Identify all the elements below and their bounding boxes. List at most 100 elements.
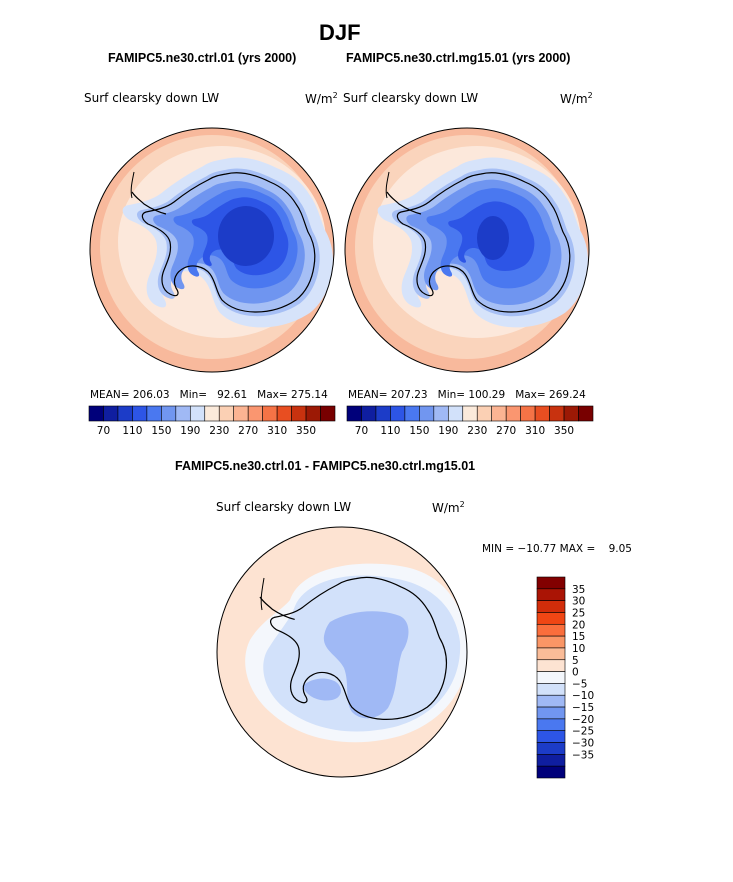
colorbar-ctrl-swatch xyxy=(247,405,263,422)
mg15-min-value: 100.29 xyxy=(468,389,506,401)
colorbar-mg15-swatch xyxy=(549,405,565,422)
colorbar-diff-tick-label: 10 xyxy=(572,643,585,655)
season-title: DJF xyxy=(319,20,361,45)
colorbar-ctrl-swatch xyxy=(117,405,133,422)
colorbar-mg15-tick-label: 270 xyxy=(496,425,516,437)
colorbar-diff-swatch xyxy=(536,659,566,672)
colorbar-diff-tick-label: −10 xyxy=(572,690,594,702)
colorbar-mg15-swatch xyxy=(505,405,521,422)
colorbar-ctrl: 70 110 150 190 230 270 310 350 xyxy=(88,405,336,437)
mg15-south-america-coast xyxy=(385,171,390,199)
colorbar-mg15-swatch xyxy=(346,405,362,422)
colorbar-diff-tick-label: −30 xyxy=(572,738,594,750)
ctrl-max-value: 275.14 xyxy=(291,389,328,401)
panel-ctrl-units: W/m2 xyxy=(305,91,338,106)
colorbar-ctrl-swatch xyxy=(305,405,321,422)
panel-mg15-variable: Surf clearsky down LW xyxy=(343,91,479,105)
diff-level-neg10-interior xyxy=(323,611,409,719)
diff-variable: Surf clearsky down LW xyxy=(216,500,352,514)
diff-min-max: MIN = −10.77 MAX = 9.05 xyxy=(482,543,632,555)
colorbar-diff-tick-label: −15 xyxy=(572,702,594,714)
colorbar-ctrl-swatch xyxy=(204,405,220,422)
colorbar-diff-swatch xyxy=(536,600,566,613)
colorbar-diff-swatch xyxy=(536,683,566,696)
mg15-mean-label: MEAN= xyxy=(348,389,388,401)
mg15-min-label: Min= xyxy=(437,389,466,401)
colorbar-mg15-swatch xyxy=(578,405,594,422)
map-diff xyxy=(217,527,467,777)
panel-mg15-case-title: FAMIPC5.ne30.ctrl.mg15.01 (yrs 2000) xyxy=(346,51,571,65)
colorbar-mg15-swatch xyxy=(534,405,550,422)
colorbar-ctrl-tick-label: 230 xyxy=(209,425,229,437)
ctrl-south-america-coast xyxy=(130,171,135,199)
colorbar-ctrl-tick-label: 70 xyxy=(97,425,110,437)
colorbar-mg15-swatch xyxy=(563,405,579,422)
diff-south-america-coast xyxy=(260,577,265,611)
colorbar-mg15-swatch xyxy=(361,405,377,422)
colorbar-diff-swatch xyxy=(536,718,566,732)
colorbar-ctrl-swatch xyxy=(233,405,249,422)
panel-mg15-units-exp: 2 xyxy=(587,91,593,100)
colorbar-diff-swatch xyxy=(536,588,566,601)
mg15-mean-value: 207.23 xyxy=(390,389,428,401)
colorbar-ctrl-swatch xyxy=(218,405,235,422)
ctrl-min-label: Min= xyxy=(179,389,208,401)
mg15-level-core xyxy=(477,216,509,260)
colorbar-diff-swatch xyxy=(536,765,566,779)
colorbar-mg15-swatch xyxy=(419,405,435,422)
colorbar-ctrl-swatch xyxy=(320,405,336,422)
colorbar-ctrl-tick-label: 150 xyxy=(151,425,171,437)
diff-level-neg10-ross xyxy=(302,678,341,701)
colorbar-mg15-swatch xyxy=(520,405,536,422)
colorbar-diff-swatch xyxy=(536,742,566,755)
map-ctrl-border xyxy=(89,127,335,373)
colorbar-mg15-swatch xyxy=(433,405,449,422)
colorbar-diff-swatch xyxy=(536,647,566,661)
colorbar-diff-tick-label: −25 xyxy=(572,726,594,738)
colorbar-mg15-tick-label: 150 xyxy=(409,425,429,437)
colorbar-mg15-tick-label: 190 xyxy=(438,425,458,437)
colorbar-mg15-swatch xyxy=(491,405,507,422)
panel-ctrl-case-title: FAMIPC5.ne30.ctrl.01 (yrs 2000) xyxy=(108,51,297,65)
map-diff-border xyxy=(216,526,468,778)
panel-ctrl-variable: Surf clearsky down LW xyxy=(84,91,220,105)
ctrl-level-core xyxy=(218,206,274,266)
colorbar-diff-swatch xyxy=(536,623,566,637)
map-mg15-border xyxy=(344,127,590,373)
colorbar-diff-tick-label: 15 xyxy=(572,631,585,643)
colorbar-diff-tick-label: 5 xyxy=(572,655,579,667)
colorbar-ctrl-tick-label: 110 xyxy=(122,425,142,437)
colorbar-diff-swatch xyxy=(536,694,566,708)
colorbar-ctrl-swatch xyxy=(175,405,191,422)
colorbar-ctrl-tick-label: 190 xyxy=(180,425,200,437)
colorbar-diff-swatch xyxy=(536,754,566,767)
mg15-max-label: Max= xyxy=(515,389,546,401)
colorbar-mg15-swatch xyxy=(390,405,406,422)
colorbar-ctrl-tick-label: 310 xyxy=(267,425,287,437)
diff-units-exp: 2 xyxy=(459,500,465,509)
colorbar-mg15-tick-label: 110 xyxy=(380,425,400,437)
diff-case-title: FAMIPC5.ne30.ctrl.01 - FAMIPC5.ne30.ctrl… xyxy=(175,459,476,473)
colorbar-diff-swatch xyxy=(536,635,566,649)
colorbar-diff-tick-label: −20 xyxy=(572,714,594,726)
diff-units: W/m2 xyxy=(432,500,465,515)
colorbar-mg15-swatch xyxy=(375,405,391,422)
colorbar-diff-tick-label: 0 xyxy=(572,667,579,679)
colorbar-mg15: 70 110 150 190 230 270 310 350 xyxy=(346,405,594,437)
colorbar-diff-swatch xyxy=(536,671,566,684)
ctrl-mean-value: 206.03 xyxy=(132,389,170,401)
colorbar-mg15-tick-label: 230 xyxy=(467,425,487,437)
colorbar-ctrl-swatch xyxy=(103,405,119,422)
colorbar-ctrl-tick-label: 350 xyxy=(296,425,316,437)
colorbar-mg15-tick-label: 70 xyxy=(355,425,368,437)
colorbar-diff-tick-label: 25 xyxy=(572,607,585,619)
colorbar-diff-tick-label: 20 xyxy=(572,619,585,631)
colorbar-ctrl-swatch xyxy=(146,405,162,422)
colorbar-ctrl-swatch xyxy=(189,405,206,422)
colorbar-mg15-tick-label: 350 xyxy=(554,425,574,437)
colorbar-diff-tick-label: −35 xyxy=(572,749,594,761)
colorbar-mg15-swatch xyxy=(447,405,464,422)
mg15-max-value: 269.24 xyxy=(549,389,586,401)
map-ctrl xyxy=(90,128,334,372)
